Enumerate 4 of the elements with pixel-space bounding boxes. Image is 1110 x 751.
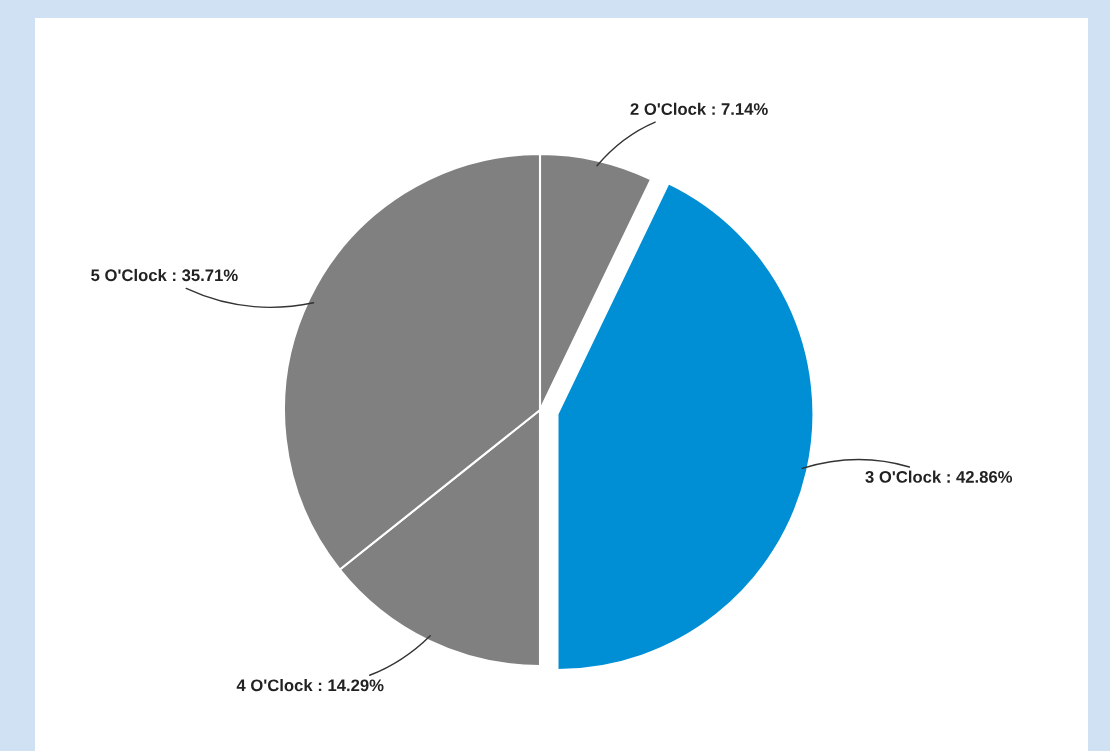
slice-label: 5 O'Clock : 35.71% bbox=[91, 268, 238, 282]
slice-label: 4 O'Clock : 14.29% bbox=[236, 678, 384, 692]
slice-label: 3 O'Clock : 42.86% bbox=[865, 470, 1013, 483]
slice-label: 2 O'Clock : 7.14% bbox=[630, 102, 768, 115]
